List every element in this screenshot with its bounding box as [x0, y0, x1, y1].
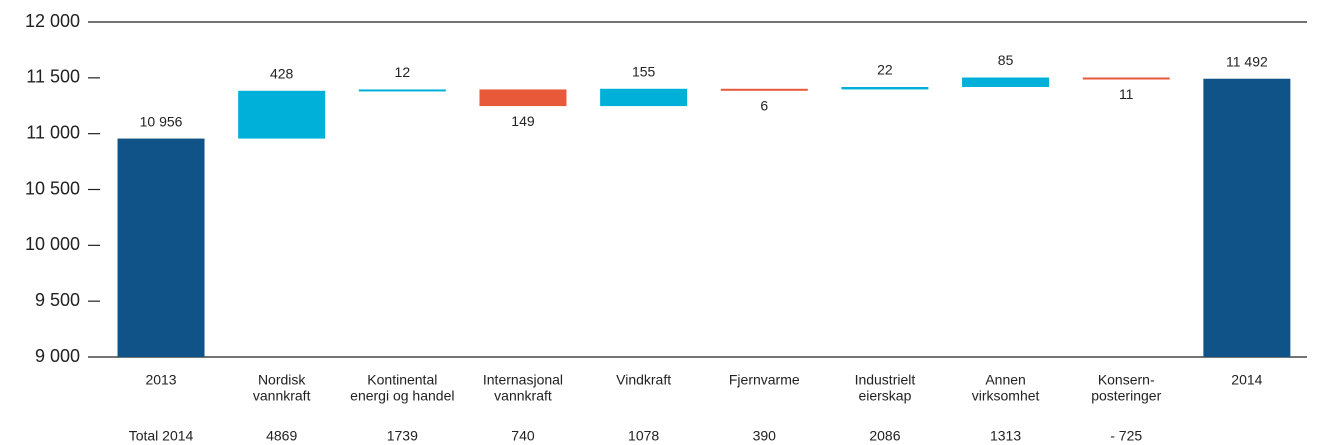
- y-tick-label: 10 000: [25, 234, 80, 254]
- value-label: 428: [270, 65, 294, 81]
- x-tick-label: Industrielt: [855, 372, 916, 388]
- x-tick-label: Nordisk: [258, 372, 306, 388]
- bar: [358, 89, 446, 92]
- value-label: 149: [511, 113, 535, 129]
- y-tick-label: 11 500: [26, 67, 80, 87]
- bar: [720, 88, 808, 91]
- x-tick-label: vannkraft: [494, 388, 552, 404]
- footer-cell: 740: [511, 428, 535, 444]
- x-tick-label: 2013: [145, 372, 176, 388]
- footer-cell: 1078: [628, 428, 659, 444]
- value-label: 6: [760, 97, 768, 113]
- x-tick-label: Internasjonal: [483, 372, 563, 388]
- y-tick-label: 11 000: [26, 122, 80, 142]
- y-tick-label: 10 500: [25, 178, 80, 198]
- value-label: 11: [1119, 86, 1134, 102]
- footer-cell: 390: [753, 428, 777, 444]
- y-tick-label: 12 000: [25, 11, 80, 31]
- x-tick-label: virksomhet: [972, 388, 1040, 404]
- value-label: 12: [395, 64, 411, 80]
- bar: [117, 138, 205, 357]
- bar: [841, 86, 929, 90]
- footer-cell: Total 2014: [129, 428, 194, 444]
- value-label: 22: [877, 62, 893, 78]
- bar: [479, 89, 567, 107]
- footer-cell: 1739: [387, 428, 418, 444]
- bar: [238, 90, 326, 139]
- footer-cell: 1313: [990, 428, 1021, 444]
- y-tick-label: 9 500: [35, 290, 80, 310]
- value-label: 85: [998, 52, 1014, 68]
- x-tick-label: Annen: [985, 372, 1025, 388]
- value-label: 155: [632, 63, 656, 79]
- footer-cell: - 725: [1110, 428, 1142, 444]
- bar: [1203, 78, 1291, 357]
- x-tick-label: posteringer: [1091, 388, 1161, 404]
- value-label: 11 492: [1226, 53, 1268, 69]
- x-tick-label: Kontinental: [367, 372, 437, 388]
- bar: [962, 77, 1050, 87]
- x-tick-label: eierskap: [858, 388, 911, 404]
- footer-cell: 4869: [266, 428, 297, 444]
- x-tick-label: 2014: [1231, 372, 1262, 388]
- value-label: 10 956: [140, 113, 183, 129]
- x-tick-label: Konsern-: [1098, 372, 1155, 388]
- x-tick-label: Fjernvarme: [729, 372, 800, 388]
- x-tick-label: energi og handel: [350, 388, 454, 404]
- footer-cell: 2086: [869, 428, 900, 444]
- x-tick-label: vannkraft: [253, 388, 311, 404]
- bar: [600, 88, 688, 107]
- bar: [1082, 77, 1170, 80]
- y-tick-label: 9 000: [35, 346, 80, 366]
- x-tick-label: Vindkraft: [616, 372, 671, 388]
